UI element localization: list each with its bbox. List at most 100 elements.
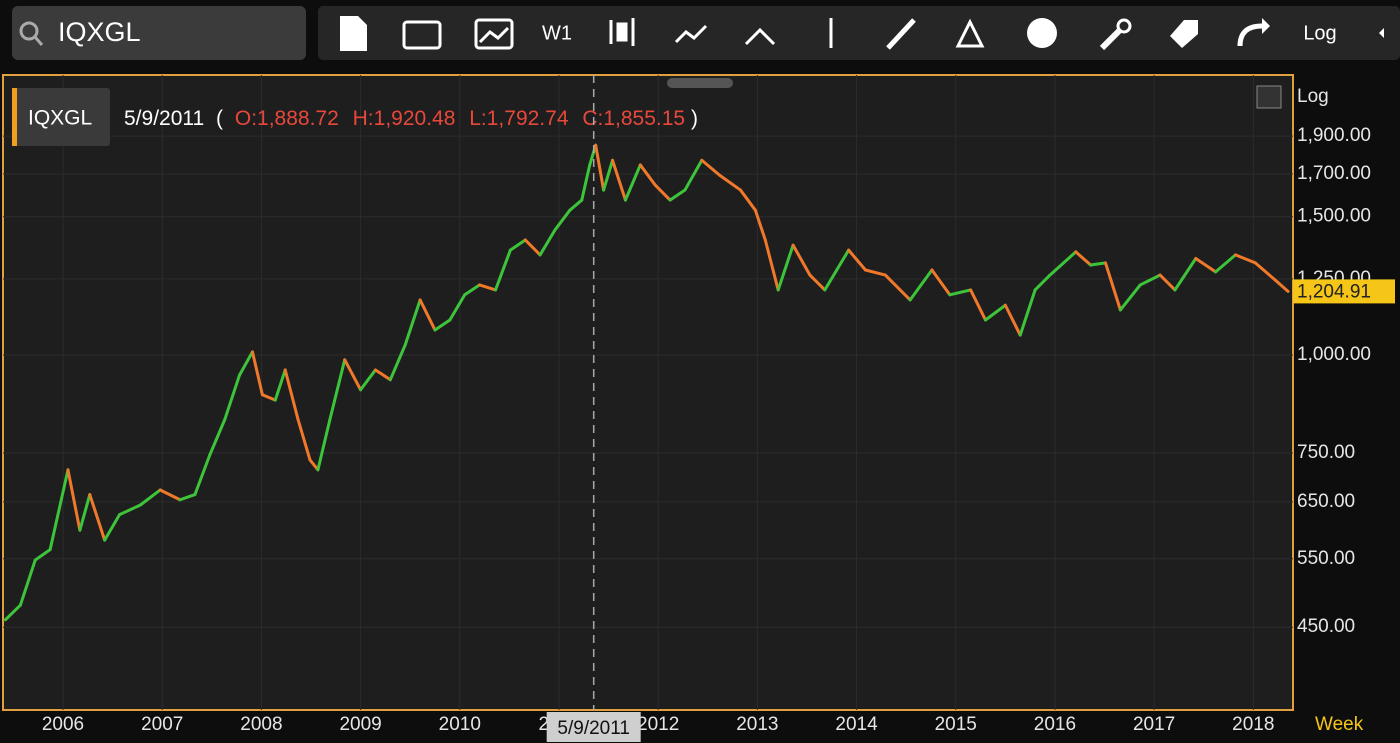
price-segment xyxy=(18,558,37,607)
price-segment xyxy=(653,183,672,202)
price-segment xyxy=(296,418,312,462)
draw-icon[interactable] xyxy=(886,18,916,50)
price-segment xyxy=(1104,261,1122,312)
price-segment xyxy=(863,268,887,277)
x-tick-label: 2007 xyxy=(141,714,183,735)
price-segment xyxy=(1253,261,1277,282)
price-segment xyxy=(611,158,627,202)
price-segment xyxy=(433,318,452,332)
price-segment xyxy=(373,368,392,382)
x-tick-label: 2016 xyxy=(1034,714,1076,735)
price-segment xyxy=(273,368,287,402)
more-icon[interactable] xyxy=(1379,28,1384,38)
price-segment xyxy=(1074,250,1093,267)
chart-icon-line xyxy=(478,26,510,44)
price-segment xyxy=(359,368,377,392)
price-segment xyxy=(103,513,122,542)
price-segment xyxy=(948,288,973,297)
price-segment xyxy=(1033,273,1052,292)
price-segment xyxy=(823,248,851,292)
price-segment xyxy=(3,603,22,622)
price-segment xyxy=(523,238,542,257)
search-box[interactable] xyxy=(12,6,306,60)
expand-button[interactable] xyxy=(1256,85,1282,109)
price-segment xyxy=(208,418,227,457)
price-segment xyxy=(418,298,437,332)
ohlc: L:1,792.74 xyxy=(469,107,569,130)
interval-button[interactable]: W1 xyxy=(542,22,572,44)
y-tick-label: 450.00 xyxy=(1297,616,1355,637)
x-tick-label: 2017 xyxy=(1133,714,1175,735)
price-segment xyxy=(223,373,242,422)
price-segment xyxy=(1173,256,1198,292)
price-segment xyxy=(493,248,512,292)
compare-icon[interactable] xyxy=(744,27,776,46)
settings-icon xyxy=(1116,18,1132,34)
crosshair-label-box xyxy=(546,712,641,742)
price-segment xyxy=(308,458,320,472)
price-segment xyxy=(718,173,742,192)
drag-handle[interactable] xyxy=(667,78,733,88)
y-tick-label: 1,500.00 xyxy=(1297,206,1371,227)
price-segment xyxy=(588,143,598,167)
crosshair-label: 5/9/2011 xyxy=(557,718,630,739)
redo-icon[interactable] xyxy=(1237,23,1263,47)
toolbar xyxy=(318,6,1400,60)
price-segment xyxy=(343,358,363,392)
x-tick-label: 2014 xyxy=(835,714,878,735)
emoji-icon[interactable] xyxy=(1027,18,1057,48)
shape-icon[interactable] xyxy=(955,18,985,48)
price-segment xyxy=(328,358,347,422)
price-segment xyxy=(478,283,497,292)
price-segment xyxy=(193,453,212,497)
price-segment xyxy=(580,163,592,202)
symbol: IQXGL xyxy=(28,107,92,130)
price-segment xyxy=(1048,250,1078,277)
price-segment xyxy=(88,493,107,542)
price-segment xyxy=(763,238,780,292)
symbol-badge-strip xyxy=(12,88,17,146)
tag-icon[interactable] xyxy=(1170,20,1198,48)
last-price-label: 1,204.91 xyxy=(1297,281,1371,302)
y-tick-label: 650.00 xyxy=(1297,491,1355,512)
layout-icon[interactable] xyxy=(402,20,442,50)
price-segment xyxy=(238,350,254,377)
price-segment xyxy=(403,298,422,347)
log-button[interactable]: Log xyxy=(1303,22,1336,44)
search-icon xyxy=(19,21,39,41)
price-segment xyxy=(984,303,1007,322)
price-segment xyxy=(602,158,615,192)
candle-icon xyxy=(616,22,628,42)
ohlc: H:1,920.48 xyxy=(353,107,456,130)
price-segment xyxy=(753,208,767,242)
price-segment xyxy=(66,468,82,532)
price-segment xyxy=(260,393,277,402)
price-segment xyxy=(668,188,687,202)
price-segment xyxy=(78,493,92,532)
date: 5/9/2011 xyxy=(124,107,204,130)
price-segment xyxy=(33,548,52,562)
y-tick-label: 1,900.00 xyxy=(1297,125,1371,146)
indicator-icon[interactable] xyxy=(674,24,708,44)
price-segment xyxy=(178,493,197,502)
price-segment xyxy=(283,368,300,422)
price-segment xyxy=(316,418,332,472)
search-text[interactable]: IQXGL xyxy=(58,17,141,47)
chart-icon[interactable] xyxy=(474,18,514,50)
y-tick-label: 1,700.00 xyxy=(1297,163,1371,184)
overlay: 450.00550.00650.00750.001,000.001,250.00… xyxy=(42,75,1395,742)
settings-icon[interactable] xyxy=(1099,27,1123,51)
price-segment xyxy=(118,503,142,517)
price-segment xyxy=(908,268,934,302)
marks xyxy=(3,143,1290,622)
price-segment xyxy=(568,198,584,212)
price-segment xyxy=(1273,278,1290,293)
search-icon xyxy=(33,36,44,46)
new-icon[interactable] xyxy=(340,16,367,51)
x-tick-label: 2006 xyxy=(42,714,84,735)
price-segment xyxy=(1003,303,1022,337)
price-segment xyxy=(683,158,704,192)
price-segment xyxy=(791,243,812,277)
price-segment xyxy=(463,283,482,297)
